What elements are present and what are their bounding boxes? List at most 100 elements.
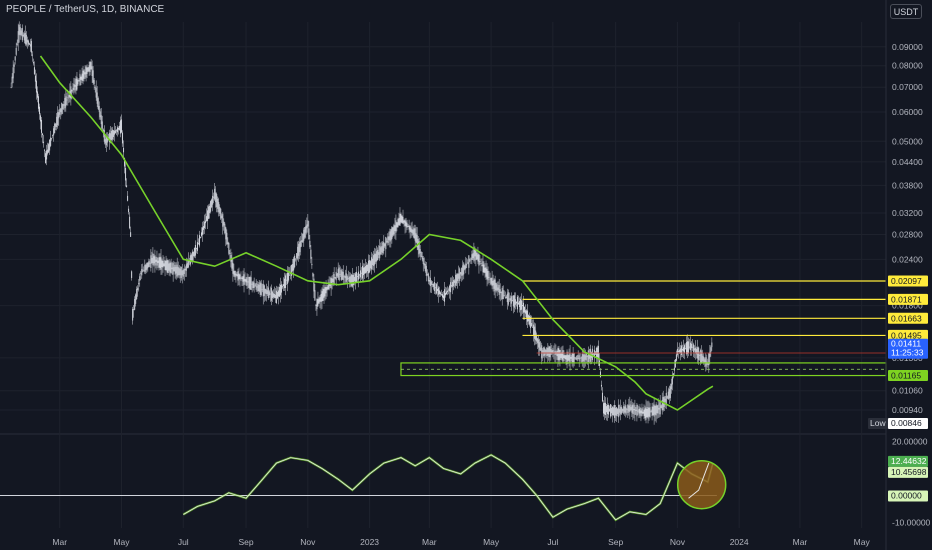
candle-body — [29, 44, 31, 47]
candle-body — [272, 293, 274, 298]
candle-body — [563, 355, 565, 358]
candle-body — [605, 402, 607, 415]
candle-body — [584, 355, 586, 360]
candle-body — [612, 406, 614, 416]
candle-body — [585, 353, 587, 361]
time-tick-label: Sep — [608, 537, 623, 547]
candle-body — [396, 222, 398, 228]
candle-body — [294, 255, 296, 268]
candle-body — [187, 260, 189, 268]
candle-body — [81, 73, 83, 81]
candle-body — [137, 287, 139, 290]
candle-body — [13, 64, 15, 67]
candle-body — [224, 223, 226, 234]
candle-body — [690, 342, 692, 351]
candle-body — [429, 277, 431, 286]
candle-body — [278, 287, 280, 297]
candle-body — [49, 139, 51, 151]
candle-body — [347, 278, 349, 280]
candle-body — [99, 111, 101, 118]
candle-body — [433, 282, 435, 292]
candle-body — [210, 201, 212, 212]
candle-body — [687, 341, 689, 355]
candle-body — [155, 259, 157, 262]
candle-body — [75, 78, 77, 91]
candle-body — [404, 219, 406, 226]
candle-body — [542, 350, 544, 354]
candle-body — [464, 265, 466, 270]
currency-button[interactable]: USDT — [890, 4, 922, 19]
candle-body — [508, 298, 510, 300]
candle-body — [492, 281, 494, 286]
candle-body — [491, 277, 493, 287]
candle-body — [235, 273, 237, 276]
candle-body — [169, 262, 171, 273]
candle-body — [624, 406, 626, 413]
candle-body — [340, 269, 342, 281]
candle-body — [202, 227, 204, 235]
osc-zero-tag-bg — [888, 490, 928, 502]
candle-body — [408, 225, 410, 230]
candle-body — [274, 294, 276, 299]
level-tag: 0.01871 — [891, 294, 922, 304]
candle-body — [295, 258, 297, 260]
candle-body — [504, 296, 506, 298]
candle-body — [670, 383, 672, 390]
candle-body — [103, 130, 105, 142]
candle-body — [405, 221, 407, 227]
candle-body — [443, 295, 445, 299]
candle-body — [339, 274, 341, 275]
candle-body — [92, 70, 94, 83]
candle-body — [362, 265, 364, 279]
candle-body — [470, 258, 472, 260]
candle-body — [463, 263, 465, 275]
candle-body — [439, 292, 441, 295]
candle-body — [209, 205, 211, 214]
resistance-levels-layer — [522, 280, 886, 337]
candle-body — [346, 276, 348, 281]
candle-body — [677, 350, 679, 352]
current-price-tag-bg — [888, 338, 928, 359]
candle-body — [653, 404, 655, 417]
candle-body — [110, 130, 112, 141]
candle-body — [82, 70, 84, 81]
candle-body — [165, 260, 167, 271]
candle-body — [358, 274, 360, 276]
candle-body — [665, 392, 667, 405]
candle-body — [139, 276, 141, 281]
candle-body — [79, 73, 81, 86]
candle-body — [308, 228, 310, 240]
candle-body — [552, 349, 554, 354]
candle-body — [480, 263, 482, 265]
candle-body — [664, 398, 666, 402]
candle-body — [243, 274, 245, 285]
candle-body — [512, 295, 514, 307]
candle-body — [577, 357, 579, 359]
level-tag: 0.01663 — [891, 313, 922, 323]
candle-body — [419, 249, 421, 254]
candle-body — [152, 253, 154, 266]
candle-body — [318, 298, 320, 304]
candle-body — [190, 254, 192, 262]
candle-body — [148, 261, 150, 267]
candle-body — [601, 392, 603, 402]
candle-body — [436, 288, 438, 292]
candle-body — [211, 199, 213, 208]
candle-body — [699, 354, 701, 356]
candle-body — [572, 353, 574, 363]
support-tag: 0.01165 — [891, 371, 921, 381]
candle-body — [437, 287, 439, 295]
candle-body — [229, 253, 231, 255]
candle-body — [31, 54, 33, 56]
candle-body — [166, 259, 168, 273]
symbol-title[interactable]: PEOPLE / TetherUS, 1D, BINANCE — [6, 4, 165, 15]
candle-body — [393, 225, 395, 235]
price-axis[interactable]: 0.09000 0.08000 0.07000 0.06000 0.05000 0.044… — [885, 0, 931, 550]
time-axis[interactable]: Mar May Jul Sep Nov 2023 Mar May Jul Sep Nov 2024 Ma… — [52, 537, 870, 547]
candle-body — [316, 298, 318, 310]
candle-body — [240, 277, 242, 279]
candle-body — [669, 386, 671, 399]
candle-body — [232, 262, 234, 274]
candle-body — [174, 264, 176, 275]
candle-body — [502, 290, 504, 300]
